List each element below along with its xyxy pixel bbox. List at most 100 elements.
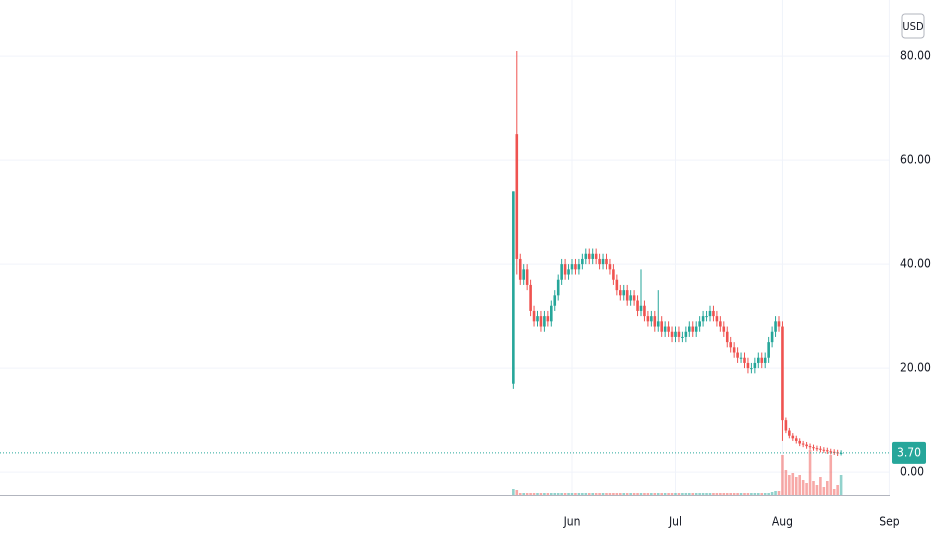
volume-bar [570,493,574,495]
volume-bar [636,493,639,495]
candle-body [670,331,674,337]
volume-bar [839,475,843,495]
candle-body [643,305,646,317]
currency-label: USD [902,20,924,33]
candle-body [536,316,539,322]
volume-bar [653,493,657,495]
y-tick-label: 60.00 [900,153,931,167]
candle-body [777,321,781,327]
volume-bar [625,493,629,495]
volume-bar [539,493,543,495]
volume-bar [612,493,615,495]
currency-box[interactable] [901,13,925,39]
candle-body [601,258,605,265]
candle-body [629,295,632,301]
candle-body [725,331,729,343]
candle-body [656,321,660,327]
candle-body [784,420,788,431]
volume-bar [522,493,525,495]
volume-bar [532,493,536,495]
volume-bar [736,493,739,495]
volume-bar [770,492,774,495]
candle-body [815,448,819,450]
candle-body [691,326,695,332]
candle-body [515,134,519,259]
volume-bar [567,493,570,495]
candle-body [574,264,577,270]
x-tick-label: Jul [668,515,682,529]
volume-bar [663,493,667,495]
candle-body [650,316,653,322]
axis-layer: 0.00 20.00 40.00 60.00 80.00 Jun Jul Aug Sep 3.70 [0,49,931,529]
y-tick-label: 0.00 [900,465,924,479]
volume-bar [546,493,550,495]
volume-bar [708,493,712,495]
volume-bar [605,493,608,495]
candle-body [701,316,705,322]
candle-body [539,316,543,327]
volume-bar [801,480,805,495]
candle-body [826,450,829,452]
volume-bar [812,481,815,495]
candle-body [808,446,812,448]
candle-body [577,264,581,270]
volume-bar [753,493,757,495]
candle-body [829,451,833,453]
x-tick-label: Sep [879,515,900,529]
volume-bar [543,493,546,495]
candle-body [553,295,557,306]
candle-body [746,362,750,369]
volume-bar [715,493,719,495]
candle-body [839,452,843,454]
candle-body [715,316,719,322]
volume-bar [725,493,729,495]
volume-bar [712,493,715,495]
volume-bar [601,493,605,495]
volume-bar [556,493,560,495]
last-price-label: 3.70 [897,445,921,459]
candle-body [560,264,563,280]
candle-body [646,316,650,322]
volume-bar [587,493,591,495]
candle-body [625,290,629,301]
candle-body [632,295,636,301]
candle-body [805,444,808,447]
candle-body [781,326,784,421]
volume-bar [719,493,722,495]
candle-body [732,347,736,353]
candle-body [556,279,560,296]
volume-bar [515,490,519,495]
candle-body [767,342,770,358]
candle-body [698,321,701,327]
x-tick-label: Aug [772,515,793,529]
volume-bar [694,493,698,495]
candle-body [736,352,739,358]
candle-body [708,310,712,317]
volume-bar [622,493,626,495]
candle-body [760,357,764,363]
volume-bar [646,493,650,495]
candle-body [791,435,795,439]
volume-bar [629,493,632,495]
volume-bar [829,455,833,495]
volume-bar [674,493,677,495]
volume-bar [815,485,819,495]
candle-body [705,316,708,318]
candle-body [615,279,619,291]
candle-body [822,449,826,451]
volume-bar [574,493,577,495]
y-tick-label: 80.00 [900,49,931,63]
volume-bar [698,493,701,495]
candle-body [832,451,836,453]
volume-bar [746,493,750,495]
candle-body [688,326,691,332]
y-tick-label: 20.00 [900,361,931,375]
candle-body [729,342,732,348]
candle-body [712,310,715,317]
volume-bar [822,487,826,495]
volume-bar [584,493,588,495]
volume-layer [512,450,843,495]
volume-bar [774,491,777,495]
volume-bar [553,493,557,495]
